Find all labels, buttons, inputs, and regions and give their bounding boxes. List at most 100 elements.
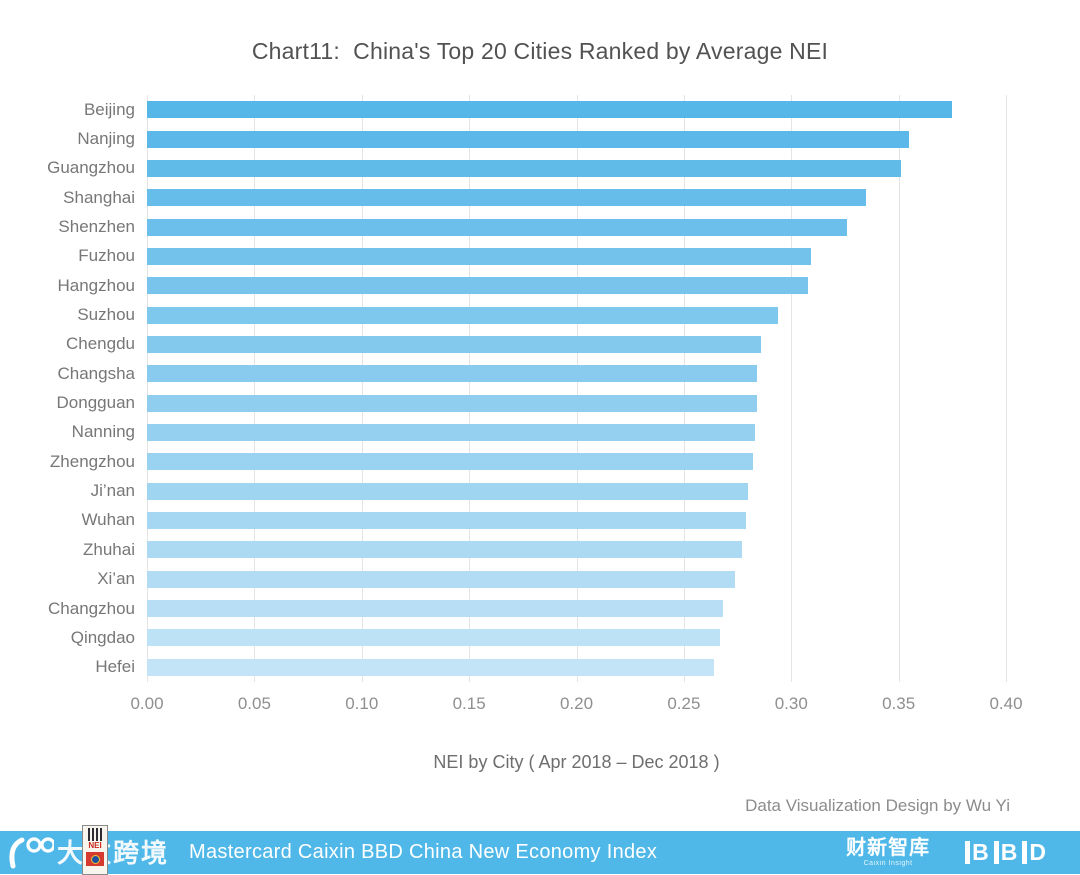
y-axis-label: Wuhan [81,510,135,530]
nei-badge-icon: NEI [82,824,108,875]
x-axis-title: NEI by City ( Apr 2018 – Dec 2018 ) [433,752,720,772]
bar-chart-plot-area [147,95,1007,682]
bar [147,453,753,471]
bar [147,600,723,618]
bar-row [147,653,1006,682]
bar [147,629,721,647]
bar [147,218,848,236]
y-axis-label: Dongguan [56,393,135,413]
x-axis-tick-label: 0.35 [882,694,916,713]
y-axis-label: Zhengzhou [49,451,135,471]
x-axis-tick-label: 0.10 [345,694,379,713]
y-axis-label: Shenzhen [58,217,135,237]
y-axis-label: Ji’nan [90,481,135,501]
bar-row [147,418,1006,447]
bar-row [147,594,1006,623]
nei-badge-label: NEI [88,840,102,850]
footer-left-logo: 大数跨境 NEI [6,824,170,875]
y-axis-label: Beijing [83,99,135,119]
caixin-logo-subtext: Caixin Insight [863,860,913,867]
bar-row [147,95,1006,124]
bar [147,511,747,529]
bar [147,247,811,265]
gridline [1006,95,1007,682]
y-axis-label: Guangzhou [47,158,135,178]
x-axis-ticks: 0.00 0.05 0.10 0.15 0.20 0.25 0.30 0.35 0.40 [130,694,1022,716]
bar [147,365,757,383]
x-axis-tick-label: 0.25 [667,694,701,713]
x-axis-tick-label: 0.20 [559,694,594,713]
bar [147,189,867,207]
bar [147,570,736,588]
y-axis-label: Hefei [95,657,135,677]
bar-row [147,212,1006,241]
y-axis-label: Qingdao [70,627,135,647]
nei-badge-bars [88,827,102,841]
bar-row [147,183,1006,212]
x-axis-tick-label: 0.00 [130,694,164,713]
bar [147,277,809,295]
y-axis-label: Xi’an [97,569,135,589]
gridline [576,95,578,682]
bar-row [147,476,1006,505]
bar [147,335,762,353]
bar-row [147,271,1006,300]
bar-row [147,359,1006,388]
bar [147,306,779,324]
bar-row [147,154,1006,183]
x-axis-tick-label: 0.30 [774,694,808,713]
y-axis-label: Chengdu [65,334,135,354]
bar [147,101,953,119]
bar-row [147,300,1006,329]
gridline [361,95,363,682]
bar-row [147,506,1006,535]
bar [147,159,901,177]
bar-row [147,330,1006,359]
bar-row [147,242,1006,271]
gridline [147,95,148,682]
bbd-logo-letter: D [1022,841,1046,864]
x-axis-tick-label: 0.15 [452,694,486,713]
footer-bar: 大数跨境 NEI Mastercard Caixin BBD China New… [0,824,1080,875]
bar [147,130,910,148]
bar-row [147,535,1006,564]
footer-title: Mastercard Caixin BBD China New Economy … [189,841,658,863]
page-title: Chart11: China's Top 20 Cities Ranked by… [251,38,829,64]
bbd-logo-letter: B [965,841,989,864]
y-axis-label: Zhuhai [83,539,135,559]
y-axis-label: Nanjing [77,129,135,149]
gridline [469,95,471,682]
dashu-logo-text: 大数跨境 [57,837,170,868]
caixin-logo-text: 财新智库 [846,837,931,859]
caixin-insight-logo: 财新智库 Caixin Insight [846,838,930,867]
y-axis-label: Fuzhou [78,246,135,266]
y-axis-label: Shanghai [63,187,135,207]
bar-row [147,565,1006,594]
gridline [683,95,685,682]
bar [147,394,757,412]
bar-row [147,124,1006,153]
nei-badge-block [86,851,104,866]
y-axis-label: Changzhou [48,598,135,618]
bar [147,658,714,676]
dashu-100-logo-icon [9,836,54,868]
bar [147,423,755,441]
bbd-logo-letter: B [993,841,1017,864]
bar-rows [147,95,1006,682]
gridline [898,95,900,682]
bar [147,541,742,559]
gridline [254,95,256,682]
gridline [791,95,793,682]
x-axis-tick-label: 0.40 [989,694,1023,713]
credit-text: Data Visualization Design by Wu Yi [745,796,1010,815]
y-axis-label: Hangzhou [57,275,135,295]
y-axis-label: Changsha [57,363,135,383]
x-axis-tick-label: 0.05 [237,694,271,713]
y-axis-label: Nanning [71,422,135,442]
bar-row [147,388,1006,417]
y-axis-label: Suzhou [77,305,135,325]
bar-row [147,623,1006,652]
y-axis-labels: Beijing Nanjing Guangzhou Shanghai Shenzhen F… [0,95,135,682]
bar [147,482,749,500]
